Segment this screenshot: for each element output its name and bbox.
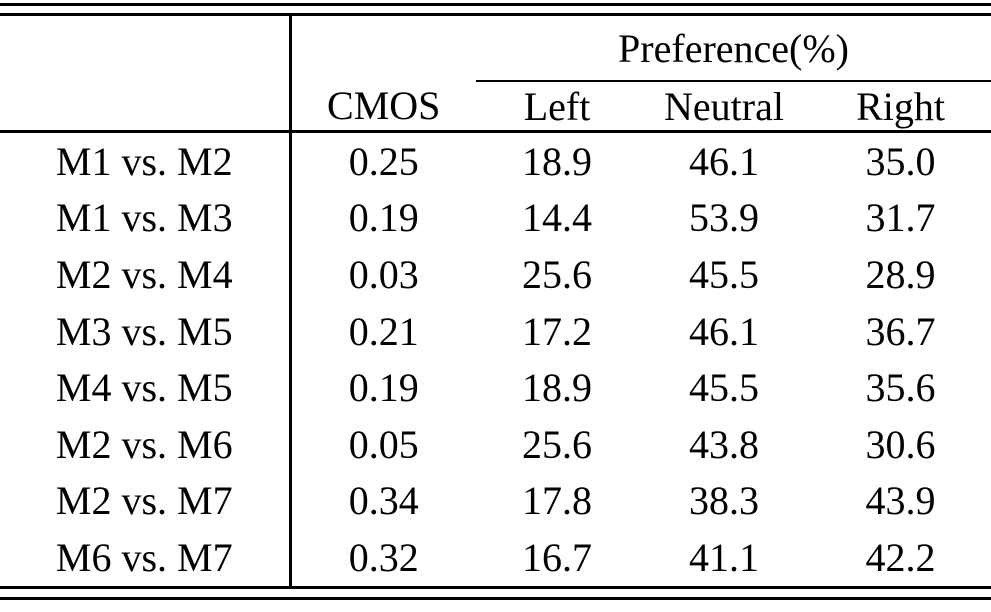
top-rule-outer xyxy=(0,3,991,6)
table-header: Preference(%) CMOS Left Neutral Right xyxy=(0,16,991,133)
table-row: M1 vs. M2 0.25 18.9 46.1 35.0 xyxy=(0,131,991,190)
cmos-value-cell: 0.19 xyxy=(348,365,419,411)
table-row: M2 vs. M4 0.03 25.6 45.5 28.9 xyxy=(0,246,991,303)
neutral-value-cell: 46.1 xyxy=(689,138,759,184)
group-header-preference: Preference(%) xyxy=(476,16,991,82)
left-value-cell: 25.6 xyxy=(522,251,592,297)
top-rule-inner xyxy=(0,13,991,16)
group-header-row: Preference(%) xyxy=(0,16,991,133)
col-header-left: Left xyxy=(476,81,638,133)
cmos-value-cell: 0.32 xyxy=(348,534,419,580)
bottom-rule-inner xyxy=(0,596,991,600)
right-value-cell: 35.6 xyxy=(865,365,936,411)
table-body: M1 vs. M2 0.25 18.9 46.1 35.0 M1 vs. M3 … xyxy=(0,131,991,586)
row-label-cell: M1 vs. M2 xyxy=(0,131,292,190)
cmos-spacer-cell xyxy=(290,16,476,81)
row-label-cell: M2 vs. M6 xyxy=(0,415,292,473)
cmos-value-cell: 0.19 xyxy=(348,195,419,241)
col-header-cmos: CMOS xyxy=(290,81,476,133)
right-value-cell: 43.9 xyxy=(865,478,936,524)
table-row: M4 vs. M5 0.19 18.9 45.5 35.6 xyxy=(0,359,991,416)
neutral-value-cell: 45.5 xyxy=(689,365,759,411)
right-value-cell: 28.9 xyxy=(865,251,936,297)
table-row: M2 vs. M7 0.34 17.8 38.3 43.9 xyxy=(0,472,991,530)
corner-stub-cell xyxy=(0,16,292,133)
left-value-cell: 18.9 xyxy=(522,138,592,184)
right-value-cell: 42.2 xyxy=(865,534,936,580)
col-header-right: Right xyxy=(810,81,991,133)
row-label-cell: M6 vs. M7 xyxy=(0,529,292,586)
neutral-value-cell: 45.5 xyxy=(689,251,759,297)
left-value-cell: 17.2 xyxy=(522,308,592,354)
left-value-cell: 16.7 xyxy=(522,534,592,580)
row-label-cell: M3 vs. M5 xyxy=(0,302,292,360)
right-value-cell: 36.7 xyxy=(865,308,936,354)
table-row: M2 vs. M6 0.05 25.6 43.8 30.6 xyxy=(0,415,991,473)
neutral-value-cell: 38.3 xyxy=(689,478,759,524)
cmos-value-cell: 0.05 xyxy=(348,421,419,467)
table-row: M3 vs. M5 0.21 17.2 46.1 36.7 xyxy=(0,302,991,360)
preference-table: Preference(%) CMOS Left Neutral Right M1… xyxy=(0,16,991,586)
row-label-cell: M4 vs. M5 xyxy=(0,359,292,416)
cmos-value-cell: 0.25 xyxy=(348,138,419,184)
neutral-value-cell: 46.1 xyxy=(689,308,759,354)
preference-table-figure: Preference(%) CMOS Left Neutral Right M1… xyxy=(0,3,991,600)
right-value-cell: 30.6 xyxy=(865,421,936,467)
cmos-value-cell: 0.21 xyxy=(348,308,419,354)
left-value-cell: 17.8 xyxy=(522,478,592,524)
neutral-value-cell: 53.9 xyxy=(689,195,759,241)
row-label-cell: M2 vs. M7 xyxy=(0,472,292,530)
neutral-value-cell: 41.1 xyxy=(689,534,759,580)
row-label-cell: M2 vs. M4 xyxy=(0,246,292,303)
row-label-cell: M1 vs. M3 xyxy=(0,189,292,247)
left-value-cell: 25.6 xyxy=(522,421,592,467)
table-row: M6 vs. M7 0.32 16.7 41.1 42.2 xyxy=(0,529,991,586)
left-value-cell: 18.9 xyxy=(522,365,592,411)
table-row: M1 vs. M3 0.19 14.4 53.9 31.7 xyxy=(0,189,991,247)
col-header-neutral: Neutral xyxy=(638,81,810,133)
right-value-cell: 35.0 xyxy=(865,138,936,184)
column-header-row: CMOS Left Neutral Right xyxy=(0,81,991,133)
left-value-cell: 14.4 xyxy=(522,195,592,241)
cmos-value-cell: 0.03 xyxy=(348,251,419,297)
cmos-value-cell: 0.34 xyxy=(348,478,419,524)
bottom-rule-outer xyxy=(0,585,991,589)
right-value-cell: 31.7 xyxy=(865,195,936,241)
neutral-value-cell: 43.8 xyxy=(689,421,759,467)
